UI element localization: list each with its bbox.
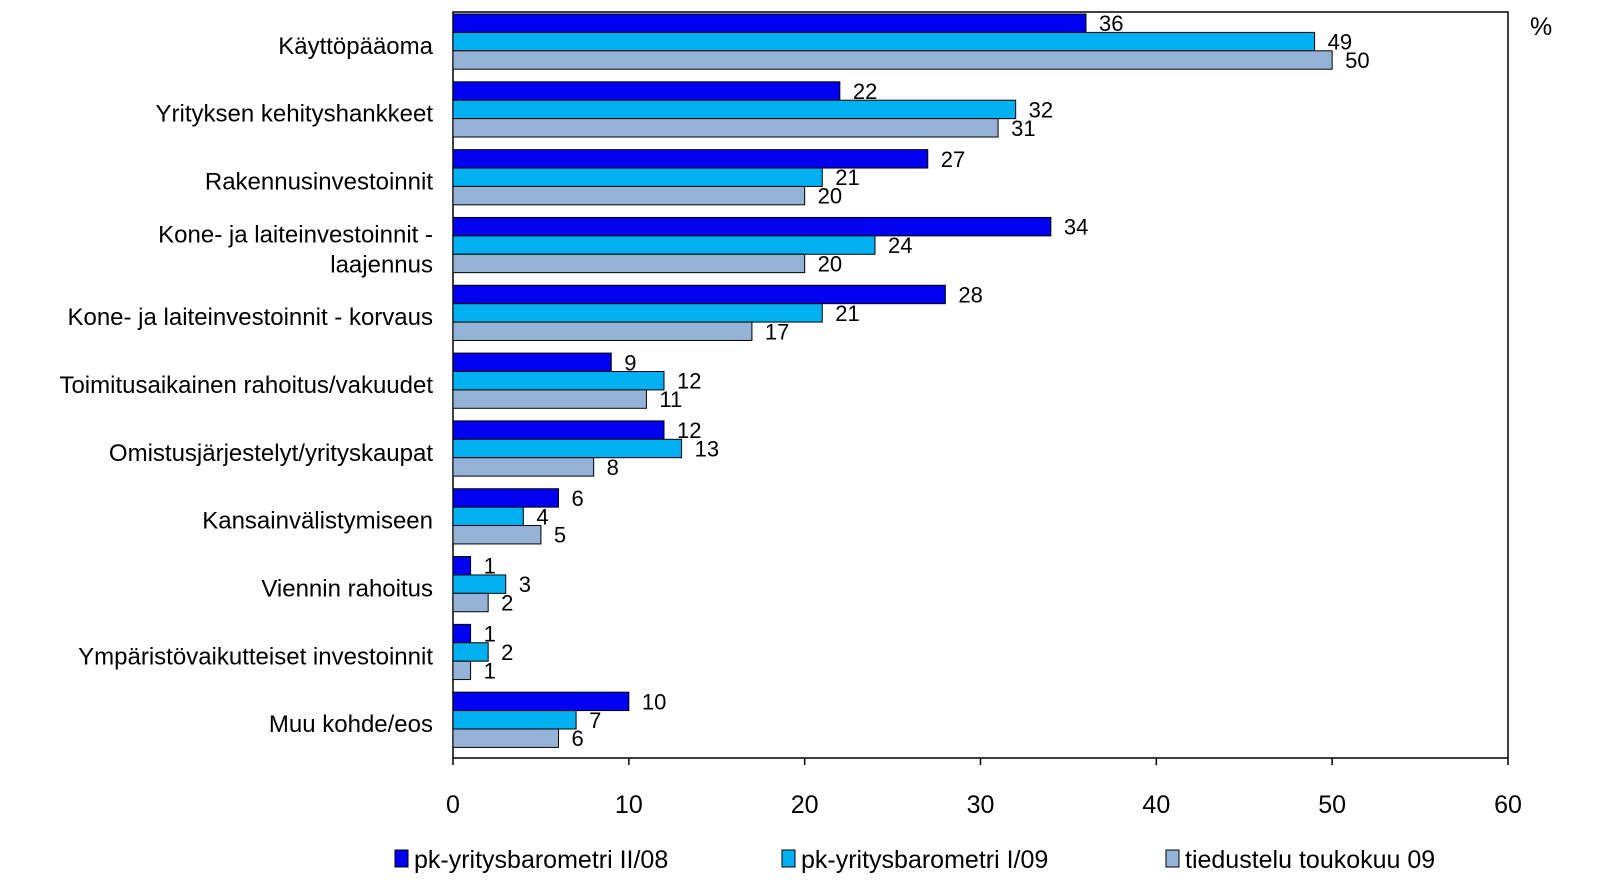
value-label: 21	[835, 301, 859, 326]
value-label: 28	[958, 282, 982, 307]
value-label: 1	[484, 658, 496, 683]
value-label: 17	[765, 319, 789, 344]
bar-2-3	[452, 167, 823, 187]
value-label: 3	[519, 572, 531, 597]
unit-label: %	[1530, 13, 1552, 41]
category-label: Yrityksen kehityshankkeet	[156, 101, 434, 128]
bar-2-9	[452, 574, 507, 594]
value-label: 24	[888, 233, 912, 258]
x-tick-label: 20	[791, 791, 819, 819]
category-label: Viennin rahoitus	[261, 575, 433, 602]
value-label: 9	[624, 350, 636, 375]
bar-3-8	[452, 525, 542, 545]
legend-label: tiedustelu toukokuu 09	[1185, 846, 1435, 874]
bar-3-9	[452, 592, 489, 613]
bar-2-4	[452, 235, 876, 255]
bar-1-1	[452, 13, 1087, 33]
category-label: Toimitusaikainen rahoitus/vakuudet	[59, 372, 433, 399]
value-label: 13	[695, 437, 719, 462]
bar-1-5	[452, 284, 946, 305]
bar-3-6	[452, 389, 647, 409]
value-label: 49	[1328, 30, 1352, 55]
x-tick-label: 40	[1142, 791, 1170, 819]
bar-3-4	[452, 253, 806, 274]
value-label: 27	[941, 147, 965, 172]
category-labels: Käyttöpääoma Yrityksen kehityshankkeet Rak…	[59, 33, 433, 738]
value-label: 12	[677, 369, 701, 394]
bar-1-9	[452, 556, 472, 576]
category-label: Omistusjärjestelyt/yrityskaupat	[109, 440, 433, 467]
bars	[452, 13, 1333, 748]
legend-swatch	[394, 849, 409, 868]
category-label: Kone- ja laiteinvestoinnit -	[158, 221, 433, 248]
legend: pk-yritysbarometri II/08 pk-yritysbaromet…	[394, 846, 1435, 874]
value-label: 11	[659, 387, 682, 412]
bar-2-2	[452, 99, 1017, 120]
value-label: 20	[818, 184, 842, 209]
bar-3-10	[452, 660, 472, 681]
value-label: 20	[818, 251, 842, 276]
value-label: 5	[554, 523, 566, 548]
value-label: 1	[484, 622, 496, 647]
x-tick-label: 0	[446, 791, 460, 819]
value-label: 2	[501, 640, 513, 665]
value-label: 31	[1011, 116, 1035, 141]
bar-1-6	[452, 352, 612, 372]
value-label: 32	[1029, 97, 1053, 122]
legend-swatch	[781, 849, 796, 868]
value-label: 36	[1099, 11, 1123, 36]
value-label: 7	[589, 708, 601, 733]
legend-swatch	[1165, 849, 1180, 868]
value-label: 34	[1064, 215, 1088, 240]
value-label: 12	[677, 418, 701, 443]
x-tick-label: 10	[615, 791, 643, 819]
bar-1-11	[452, 691, 630, 712]
bar-1-7	[452, 420, 665, 440]
bar-1-4	[452, 216, 1052, 237]
category-label: Kone- ja laiteinvestoinnit - korvaus	[67, 304, 433, 331]
bar-2-1	[452, 31, 1316, 52]
value-label: 50	[1345, 48, 1369, 73]
value-label: 22	[853, 79, 877, 104]
value-label: 21	[835, 165, 859, 190]
value-label: 1	[484, 554, 496, 579]
value-label: 10	[642, 689, 666, 714]
category-label: Ympäristövaikutteiset investoinnit	[78, 643, 433, 670]
bar-3-1	[452, 50, 1333, 70]
value-label: 2	[501, 591, 513, 616]
bar-2-11	[452, 710, 577, 730]
x-axis: 0 10 20 30 40 50 60	[446, 758, 1522, 819]
category-label: Muu kohde/eos	[269, 711, 433, 738]
category-label: Kansainvälistymiseen	[202, 508, 433, 535]
category-label: laajennus	[330, 251, 433, 278]
value-label: 8	[607, 455, 619, 480]
bar-3-7	[452, 457, 595, 477]
category-label: Käyttöpääoma	[278, 33, 433, 60]
legend-label: pk-yritysbarometri I/09	[801, 846, 1048, 874]
value-labels: 3649502232312721203424202821179121112138…	[484, 11, 1370, 751]
value-label: 6	[572, 486, 584, 511]
bar-3-11	[452, 728, 559, 748]
legend-label: pk-yritysbarometri II/08	[414, 846, 668, 874]
bar-2-8	[452, 506, 524, 527]
x-tick-label: 50	[1318, 791, 1346, 819]
bar-1-10	[452, 623, 472, 644]
bar-1-2	[452, 81, 841, 101]
bar-3-2	[452, 118, 999, 138]
bar-3-5	[452, 321, 753, 341]
x-tick-label: 30	[967, 791, 995, 819]
bar-3-3	[452, 185, 806, 206]
x-tick-label: 60	[1494, 791, 1522, 819]
bar-2-7	[452, 438, 683, 459]
value-label: 6	[572, 726, 584, 751]
value-label: 4	[536, 504, 548, 529]
category-label: Rakennusinvestoinnit	[205, 169, 433, 196]
